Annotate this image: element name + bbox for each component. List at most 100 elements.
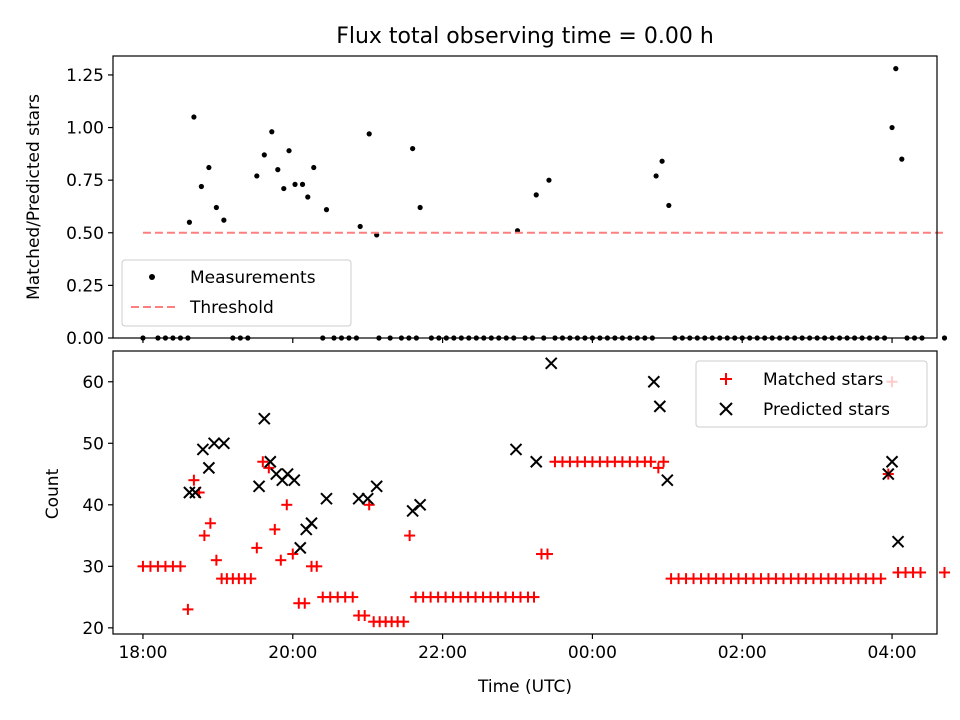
x-tick-label: 02:00 [718, 643, 767, 663]
legend-threshold-label: Threshold [189, 298, 274, 318]
predicted-star-point [202, 461, 216, 475]
predicted-star-point [882, 467, 895, 481]
predicted-star-point [661, 473, 674, 487]
y-tick-label: 1.25 [66, 66, 104, 86]
legend-measurements-marker [149, 274, 155, 280]
y-tick-label: 60 [82, 373, 104, 393]
predicted-star-point [217, 437, 231, 450]
measurement-point [261, 152, 267, 158]
measurement-point [366, 131, 372, 137]
measurement-point [186, 219, 193, 225]
y-tick-label: 0.75 [66, 171, 104, 191]
predicted-star-point [891, 535, 905, 548]
matched-star-point [359, 610, 371, 622]
bottom-y-axis-label: Count [43, 468, 63, 519]
top-y-axis-label: Matched/Predicted stars [24, 94, 44, 300]
measurement-point [659, 158, 665, 164]
matched-star-point [198, 530, 210, 542]
matched-star-point [915, 566, 927, 578]
predicted-star-point [413, 498, 427, 512]
predicted-star-point [530, 455, 543, 468]
measurement-point [899, 156, 905, 162]
predicted-star-point [653, 400, 667, 413]
y-tick-label: 20 [82, 619, 104, 639]
measurement-point [410, 145, 416, 152]
measurement-point [666, 202, 672, 209]
x-tick-label: 20:00 [268, 643, 317, 663]
matched-star-point [182, 603, 194, 615]
measurement-point [198, 183, 204, 190]
matched-star-point [210, 554, 222, 566]
y-tick-label: 0.00 [66, 329, 104, 349]
matched-star-point [245, 573, 257, 585]
y-tick-label: 1.00 [66, 119, 104, 139]
matched-star-point [875, 573, 887, 585]
matched-star-point [204, 517, 216, 529]
predicted-star-point [370, 480, 383, 493]
measurement-point [941, 335, 948, 341]
y-tick-label: 0.50 [66, 224, 104, 244]
matched-star-point [938, 566, 950, 578]
matched-star-point [287, 548, 299, 560]
measurement-point [191, 114, 197, 120]
legend-matched-label: Matched stars [763, 370, 883, 390]
y-tick-label: 40 [82, 496, 104, 516]
x-tick-label: 04:00 [868, 643, 917, 663]
bottom-axes-frame [112, 350, 938, 635]
measurement-point [221, 217, 227, 223]
chart-title: Flux total observing time = 0.00 h [336, 24, 714, 49]
matched-star-point [174, 560, 186, 572]
measurement-point [299, 181, 306, 187]
matched-star-point [652, 462, 664, 474]
matched-star-point [541, 548, 553, 560]
top-plot-area: 0.00 0.25 0.50 0.75 1.00 1.25 [66, 66, 948, 349]
matched-star-point [645, 456, 657, 468]
measurement-point [281, 185, 287, 192]
predicted-star-point [196, 443, 210, 456]
matched-star-point [398, 616, 410, 628]
predicted-star-point [264, 455, 277, 468]
predicted-star-point [647, 375, 661, 388]
matched-star-point [404, 530, 416, 542]
predicted-star-point [305, 517, 318, 530]
matched-star-point [188, 474, 200, 486]
measurement-point [275, 167, 281, 173]
measurement-point [311, 164, 317, 171]
legend-matched-marker [720, 373, 732, 385]
matched-star-point [281, 499, 293, 511]
predicted-star-point [885, 455, 899, 468]
matched-star-point [658, 456, 670, 468]
measurement-point [305, 194, 311, 200]
matched-star-point [528, 591, 540, 603]
measurement-point [533, 192, 539, 198]
predicted-star-point [207, 437, 221, 450]
predicted-star-point [288, 473, 301, 487]
matched-star-point [275, 554, 287, 566]
matched-star-point [251, 542, 263, 554]
y-tick-label: 50 [82, 434, 104, 454]
measurement-point [546, 177, 552, 183]
legend-measurements-label: Measurements [190, 268, 316, 288]
matched-star-point [269, 523, 281, 535]
measurement-point [653, 173, 659, 179]
legend-predicted-marker [719, 402, 733, 416]
measurement-point [893, 66, 899, 72]
bottom-legend: Matched stars Predicted stars [695, 360, 928, 428]
predicted-star-point [252, 480, 266, 493]
measurement-point [213, 204, 219, 211]
top-legend: Measurements Threshold [121, 259, 352, 327]
matched-star-point [311, 560, 323, 572]
bottom-legend-box [695, 360, 928, 428]
x-tick-label: 18:00 [118, 643, 167, 663]
predicted-star-point [352, 492, 365, 505]
predicted-star-point [361, 492, 374, 505]
x-tick-label: 22:00 [418, 643, 467, 663]
x-tick-label: 00:00 [568, 643, 617, 663]
measurement-point [206, 164, 212, 171]
matched-star-point [347, 591, 359, 603]
x-axis-label: Time (UTC) [477, 677, 572, 697]
predicted-star-point [189, 486, 202, 499]
matched-star-point [299, 597, 311, 609]
